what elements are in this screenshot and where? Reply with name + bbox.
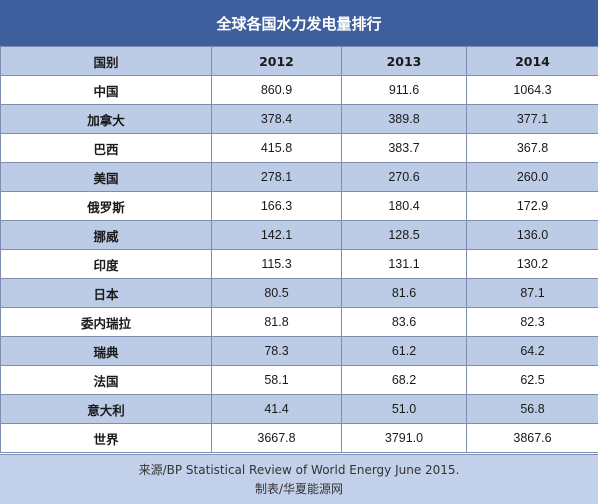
country-cell: 中国 bbox=[1, 76, 212, 105]
footer: 来源/BP Statistical Review of World Energy… bbox=[0, 454, 598, 504]
value-cell: 51.0 bbox=[342, 395, 467, 424]
value-cell: 56.8 bbox=[467, 395, 598, 424]
value-cell: 81.6 bbox=[342, 279, 467, 308]
value-cell: 260.0 bbox=[467, 163, 598, 192]
country-cell: 法国 bbox=[1, 366, 212, 395]
value-cell: 62.5 bbox=[467, 366, 598, 395]
country-cell: 日本 bbox=[1, 279, 212, 308]
value-cell: 87.1 bbox=[467, 279, 598, 308]
value-cell: 83.6 bbox=[342, 308, 467, 337]
value-cell: 180.4 bbox=[342, 192, 467, 221]
value-cell: 81.8 bbox=[212, 308, 342, 337]
country-cell: 俄罗斯 bbox=[1, 192, 212, 221]
country-cell: 加拿大 bbox=[1, 105, 212, 134]
value-cell: 3867.6 bbox=[467, 424, 598, 453]
value-cell: 82.3 bbox=[467, 308, 598, 337]
source-note: 来源/BP Statistical Review of World Energy… bbox=[139, 461, 460, 480]
value-cell: 3667.8 bbox=[212, 424, 342, 453]
value-cell: 131.1 bbox=[342, 250, 467, 279]
value-cell: 78.3 bbox=[212, 337, 342, 366]
chart-title: 全球各国水力发电量排行 bbox=[0, 0, 598, 46]
value-cell: 911.6 bbox=[342, 76, 467, 105]
country-cell: 印度 bbox=[1, 250, 212, 279]
value-cell: 860.9 bbox=[212, 76, 342, 105]
value-cell: 383.7 bbox=[342, 134, 467, 163]
value-cell: 136.0 bbox=[467, 221, 598, 250]
value-cell: 80.5 bbox=[212, 279, 342, 308]
value-cell: 41.4 bbox=[212, 395, 342, 424]
value-cell: 3791.0 bbox=[342, 424, 467, 453]
value-cell: 115.3 bbox=[212, 250, 342, 279]
value-cell: 378.4 bbox=[212, 105, 342, 134]
country-cell: 世界 bbox=[1, 424, 212, 453]
value-cell: 61.2 bbox=[342, 337, 467, 366]
country-cell: 委内瑞拉 bbox=[1, 308, 212, 337]
value-cell: 377.1 bbox=[467, 105, 598, 134]
header-year-2012: 2012 bbox=[212, 47, 342, 76]
value-cell: 142.1 bbox=[212, 221, 342, 250]
value-cell: 1064.3 bbox=[467, 76, 598, 105]
value-cell: 389.8 bbox=[342, 105, 467, 134]
value-cell: 130.2 bbox=[467, 250, 598, 279]
value-cell: 58.1 bbox=[212, 366, 342, 395]
value-cell: 367.8 bbox=[467, 134, 598, 163]
header-year-2013: 2013 bbox=[342, 47, 467, 76]
country-cell: 意大利 bbox=[1, 395, 212, 424]
header-row: 国别 2012 2013 2014 bbox=[1, 47, 598, 76]
value-cell: 128.5 bbox=[342, 221, 467, 250]
header-year-2014: 2014 bbox=[467, 47, 598, 76]
value-cell: 68.2 bbox=[342, 366, 467, 395]
country-cell: 挪威 bbox=[1, 221, 212, 250]
value-cell: 172.9 bbox=[467, 192, 598, 221]
value-cell: 166.3 bbox=[212, 192, 342, 221]
credit-note: 制表/华夏能源网 bbox=[255, 480, 343, 499]
header-country: 国别 bbox=[1, 47, 212, 76]
value-cell: 415.8 bbox=[212, 134, 342, 163]
country-cell: 巴西 bbox=[1, 134, 212, 163]
value-cell: 278.1 bbox=[212, 163, 342, 192]
country-cell: 美国 bbox=[1, 163, 212, 192]
country-cell: 瑞典 bbox=[1, 337, 212, 366]
value-cell: 64.2 bbox=[467, 337, 598, 366]
value-cell: 270.6 bbox=[342, 163, 467, 192]
